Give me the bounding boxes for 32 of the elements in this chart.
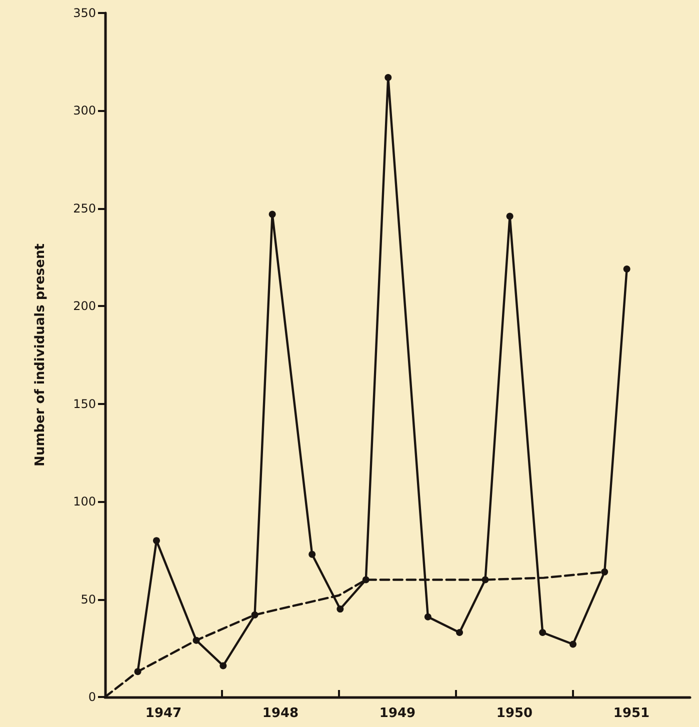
point [152,537,160,544]
y-tick-label: 200 [73,299,96,314]
point [336,606,344,613]
point [192,636,200,644]
x-tick-label: 1947 [145,706,182,721]
point [220,662,227,670]
y-tick-label: 150 [73,396,96,411]
point [623,266,630,273]
y-tick-label: 300 [73,104,96,118]
point [424,613,432,620]
point [268,210,276,218]
x-tick-label: 1951 [613,706,650,721]
y-tick-label: 0 [88,690,96,704]
point [251,611,258,618]
point [456,629,464,636]
point [482,576,489,584]
x-tick-label: 1949 [379,706,416,721]
y-tick-label: 250 [73,201,96,216]
x-tick-label: 1950 [496,706,533,721]
y-tick-label: 350 [73,6,96,20]
y-axis-title: Number of individuals present [33,244,48,466]
point [384,74,392,81]
point [134,668,142,676]
point [601,568,608,576]
point [570,640,576,648]
point [539,629,546,636]
point [362,576,370,584]
point [506,212,514,220]
point [308,550,316,558]
y-tick-label: 50 [80,592,96,606]
x-tick-label: 1948 [262,706,299,721]
y-tick-label: 100 [73,494,96,509]
